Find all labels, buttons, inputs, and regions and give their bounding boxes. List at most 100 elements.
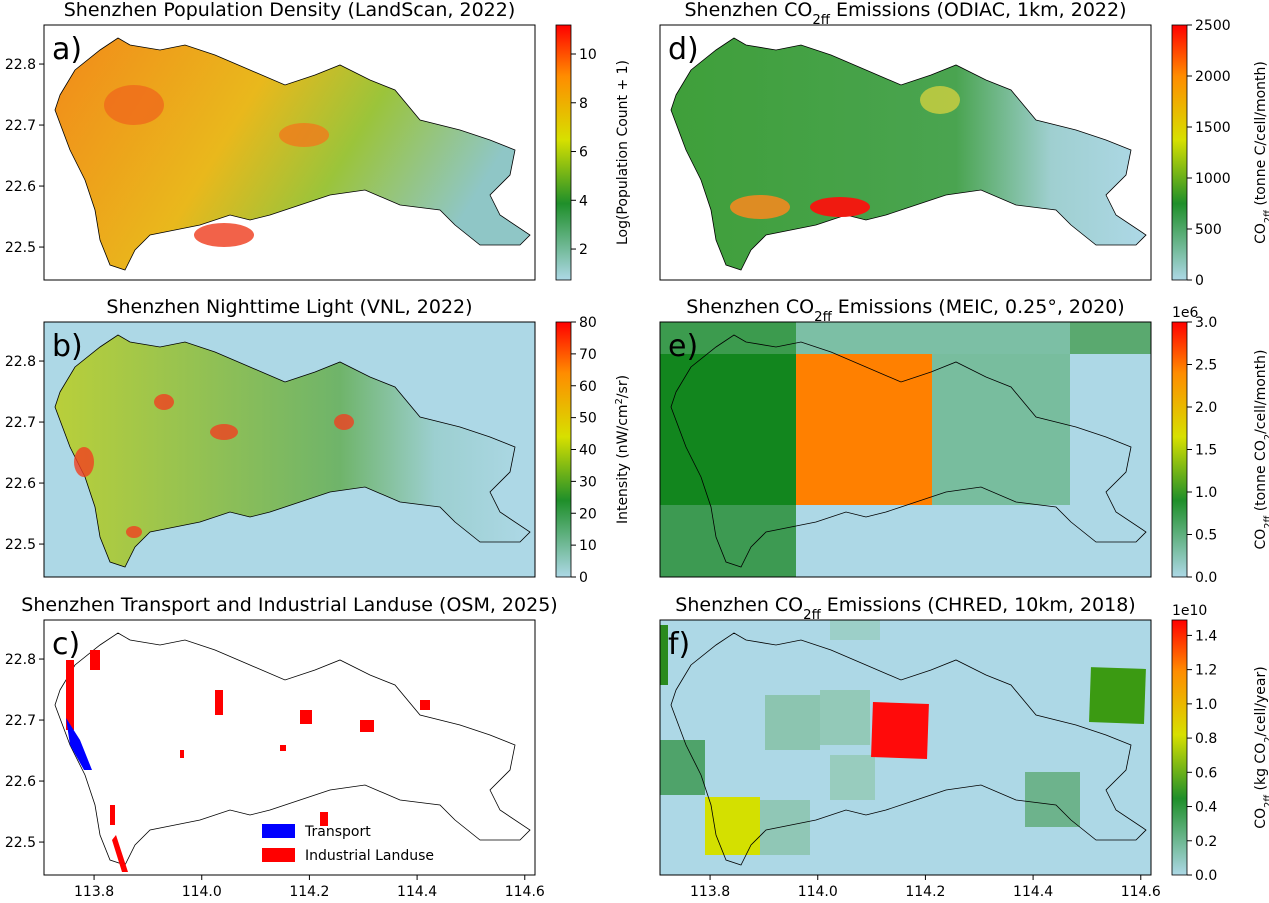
y-tick-label: 22.8 — [5, 652, 36, 668]
text-segment: Emissions (ODIAC, 1km, 2022) — [830, 0, 1127, 21]
map — [44, 25, 535, 280]
panel-title: Shenzhen CO2ff Emissions (ODIAC, 1km, 20… — [684, 0, 1126, 28]
x-tick-label: 114.2 — [905, 884, 945, 900]
colorbar-tick-label: 6 — [579, 145, 588, 161]
hotspot — [810, 197, 870, 217]
grid-cell — [760, 800, 810, 855]
grid-cell — [932, 505, 1070, 577]
colorbar-tick-label: 70 — [579, 347, 597, 363]
colorbar-label: CO2ff (kg CO2/cell/year) — [1253, 666, 1269, 828]
axes-frame — [43, 24, 536, 281]
city-outline — [670, 632, 1147, 866]
hotspot — [279, 123, 329, 147]
colorbar-tick-label: 80 — [579, 315, 597, 331]
text-segment: 2ff — [803, 608, 821, 623]
colorbar — [1171, 321, 1188, 578]
grid-cell — [660, 322, 796, 354]
panel: Shenzhen Transport and Industrial Landus… — [5, 594, 558, 900]
x-tick-label: 114.6 — [505, 884, 545, 900]
x-tick-label: 114.4 — [397, 884, 437, 900]
colorbar-label: CO2ff (tonne C/cell/month) — [1253, 61, 1269, 244]
panel-title: Shenzhen CO2ff Emissions (MEIC, 0.25°, 2… — [686, 296, 1124, 325]
text-segment: Shenzhen CO — [675, 594, 803, 616]
grid-cell — [820, 690, 870, 745]
colorbar-tick-label: 0.6 — [1195, 765, 1217, 781]
axes-frame — [659, 24, 1152, 281]
colorbar-tick-label: 2.5 — [1195, 358, 1217, 374]
grid-cell — [830, 755, 875, 800]
text-segment: Shenzhen CO — [686, 296, 814, 318]
legend-label: Industrial Landuse — [305, 848, 434, 864]
hotspot — [920, 86, 960, 114]
map — [660, 620, 1151, 875]
text-segment: Shenzhen Transport and Industrial Landus… — [21, 594, 557, 616]
landuse-patch — [300, 710, 312, 724]
colorbar-tick-label: 0.4 — [1195, 800, 1217, 816]
panel-letter: e) — [668, 329, 698, 364]
text-segment: /sr) — [615, 375, 631, 398]
grid-cell — [796, 322, 932, 354]
text-segment: CO — [1253, 808, 1269, 829]
text-segment: Emissions (CHRED, 10km, 2018) — [821, 594, 1136, 616]
y-tick-label: 22.5 — [5, 835, 36, 851]
y-tick-label: 22.5 — [5, 537, 36, 553]
hotspot — [194, 223, 254, 247]
y-tick-label: 22.7 — [5, 713, 36, 729]
legend-swatch — [262, 824, 295, 838]
map — [660, 322, 1151, 577]
colorbar-tick-label: 40 — [579, 443, 597, 459]
panel-letter: b) — [52, 329, 83, 364]
axes-frame — [43, 321, 536, 578]
text-segment: 2ff — [814, 310, 832, 325]
city-outline — [54, 632, 531, 866]
colorbar-tick-label: 2.0 — [1195, 400, 1217, 416]
y-tick-label: 22.8 — [5, 354, 36, 370]
colorbar-tick-label: 30 — [579, 474, 597, 490]
colorbar — [1171, 24, 1188, 281]
colorbar-multiplier: 1e10 — [1172, 603, 1207, 619]
y-tick-label: 22.6 — [5, 179, 36, 195]
x-tick-label: 114.6 — [1121, 884, 1161, 900]
text-segment: 2 — [614, 398, 625, 404]
text-segment: 2 — [1263, 737, 1269, 743]
panel-letter: c) — [52, 627, 80, 662]
text-segment: 2ff — [1263, 795, 1269, 808]
axes-frame — [659, 321, 1152, 578]
panel-letter: d) — [668, 32, 699, 67]
text-segment: Shenzhen Nighttime Light (VNL, 2022) — [106, 296, 472, 318]
colorbar-tick-label: 4 — [579, 193, 588, 209]
text-segment: 2 — [1263, 434, 1269, 440]
landuse-patch — [66, 660, 74, 730]
landuse-patch — [420, 700, 430, 710]
y-tick-label: 22.6 — [5, 476, 36, 492]
grid-cell — [660, 740, 705, 795]
colorbar-tick-label: 2500 — [1195, 18, 1231, 34]
landuse-patch — [320, 812, 328, 826]
x-tick-label: 113.8 — [690, 884, 730, 900]
x-tick-label: 114.4 — [1013, 884, 1053, 900]
hotspot — [154, 394, 174, 410]
text-segment: CO — [1253, 529, 1269, 550]
hotspot — [210, 424, 238, 440]
landuse-patch — [112, 835, 128, 872]
colorbar-tick-label: 1.0 — [1195, 697, 1217, 713]
text-segment: 2ff — [1263, 210, 1269, 223]
colorbar-tick-label: 0.5 — [1195, 528, 1217, 544]
hotspot — [730, 195, 790, 219]
colorbar-tick-label: 10 — [579, 47, 597, 63]
y-tick-label: 22.7 — [5, 118, 36, 134]
hotspot — [334, 414, 354, 430]
axes-frame — [659, 619, 1152, 876]
legend-label: Transport — [304, 824, 371, 840]
panel-letter: a) — [52, 32, 82, 67]
y-tick-label: 22.8 — [5, 57, 36, 73]
city-outline — [670, 37, 1147, 271]
grid-cell — [932, 322, 1070, 354]
text-segment: Shenzhen Population Density (LandScan, 2… — [64, 0, 516, 21]
colorbar-label: CO2ff (tonne CO2/cell/month) — [1253, 349, 1269, 549]
x-tick-label: 113.8 — [74, 884, 114, 900]
colorbar-tick-label: 1.4 — [1195, 628, 1217, 644]
grid-cell — [765, 695, 820, 750]
x-tick-label: 114.0 — [182, 884, 222, 900]
